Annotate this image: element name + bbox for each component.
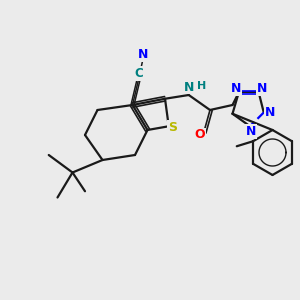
Text: N: N bbox=[138, 49, 148, 62]
Text: N: N bbox=[184, 81, 194, 94]
Text: C: C bbox=[134, 67, 143, 80]
Text: N: N bbox=[265, 106, 275, 119]
Text: N: N bbox=[231, 82, 242, 95]
Text: S: S bbox=[168, 121, 177, 134]
Text: N: N bbox=[246, 125, 256, 138]
Text: O: O bbox=[195, 128, 205, 142]
Text: H: H bbox=[197, 81, 206, 91]
Text: N: N bbox=[256, 82, 267, 95]
